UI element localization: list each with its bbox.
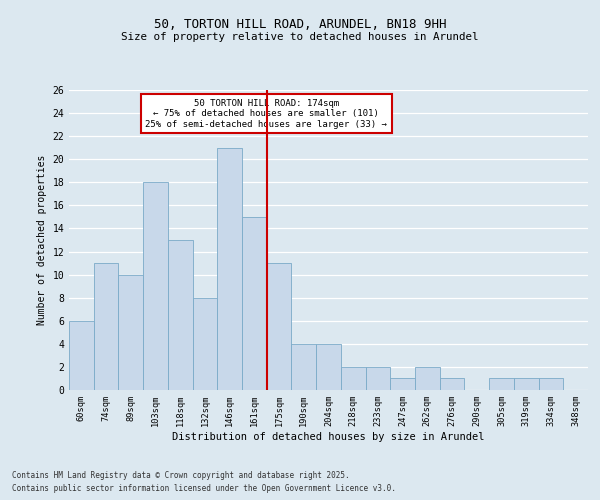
Text: 50, TORTON HILL ROAD, ARUNDEL, BN18 9HH: 50, TORTON HILL ROAD, ARUNDEL, BN18 9HH [154,18,446,30]
Bar [341,367,365,390]
Bar [292,344,316,390]
Bar [242,217,267,390]
Text: Contains HM Land Registry data © Crown copyright and database right 2025.: Contains HM Land Registry data © Crown c… [12,470,350,480]
Bar [440,378,464,390]
Bar [69,321,94,390]
Bar [539,378,563,390]
Text: 50 TORTON HILL ROAD: 174sqm
← 75% of detached houses are smaller (101)
25% of se: 50 TORTON HILL ROAD: 174sqm ← 75% of det… [145,99,387,129]
Bar [267,263,292,390]
Y-axis label: Number of detached properties: Number of detached properties [37,155,47,325]
Bar [365,367,390,390]
Bar [489,378,514,390]
Bar [168,240,193,390]
Bar [390,378,415,390]
Bar [415,367,440,390]
Text: Contains public sector information licensed under the Open Government Licence v3: Contains public sector information licen… [12,484,396,493]
Text: Size of property relative to detached houses in Arundel: Size of property relative to detached ho… [121,32,479,42]
Bar [217,148,242,390]
Bar [514,378,539,390]
Bar [94,263,118,390]
Bar [118,274,143,390]
Bar [316,344,341,390]
X-axis label: Distribution of detached houses by size in Arundel: Distribution of detached houses by size … [172,432,485,442]
Bar [193,298,217,390]
Bar [143,182,168,390]
